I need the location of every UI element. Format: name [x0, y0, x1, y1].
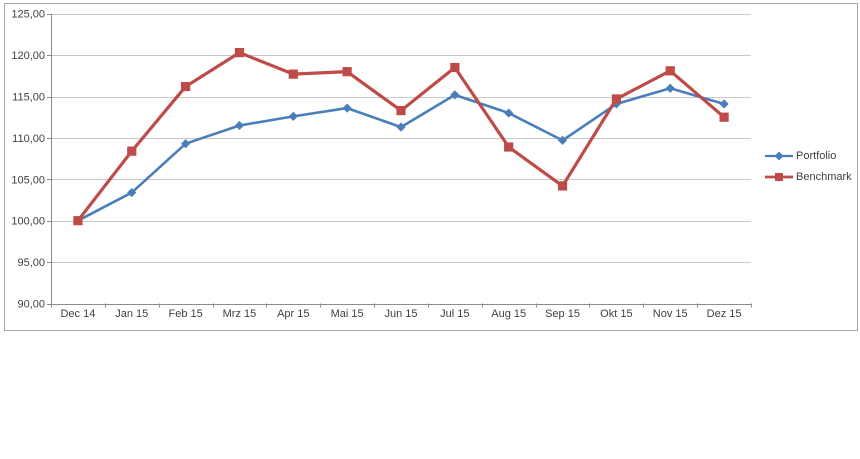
portfolio-line-marker-icon [765, 151, 793, 161]
svg-text:Dec 14: Dec 14 [60, 308, 95, 320]
svg-text:Jun 15: Jun 15 [384, 308, 417, 320]
svg-text:Okt 15: Okt 15 [600, 308, 632, 320]
legend-label-portfolio: Portfolio [796, 150, 837, 162]
svg-text:110,00: 110,00 [12, 133, 45, 145]
benchmark-line-marker-icon [765, 173, 793, 181]
svg-text:Dez 15: Dez 15 [707, 308, 742, 320]
svg-text:125,00: 125,00 [11, 9, 45, 21]
svg-text:Aug 15: Aug 15 [491, 308, 526, 320]
svg-text:120,00: 120,00 [11, 50, 45, 62]
svg-text:95,00: 95,00 [17, 257, 45, 269]
legend-item-portfolio: Portfolio [765, 150, 852, 162]
svg-text:115,00: 115,00 [12, 92, 45, 104]
legend-item-benchmark: Benchmark [765, 171, 852, 183]
svg-text:Jul 15: Jul 15 [440, 308, 469, 320]
svg-text:Nov 15: Nov 15 [653, 308, 688, 320]
legend-label-benchmark: Benchmark [796, 171, 852, 183]
svg-text:105,00: 105,00 [11, 174, 45, 186]
svg-text:100,00: 100,00 [11, 216, 45, 228]
svg-text:Mrz 15: Mrz 15 [223, 308, 257, 320]
svg-text:90,00: 90,00 [17, 299, 45, 311]
svg-text:Sep 15: Sep 15 [545, 308, 580, 320]
svg-text:Feb 15: Feb 15 [168, 308, 202, 320]
chart-legend: Portfolio Benchmark [765, 150, 852, 183]
svg-text:Mai 15: Mai 15 [331, 308, 364, 320]
svg-text:Apr 15: Apr 15 [277, 308, 309, 320]
svg-text:Jan 15: Jan 15 [115, 308, 148, 320]
